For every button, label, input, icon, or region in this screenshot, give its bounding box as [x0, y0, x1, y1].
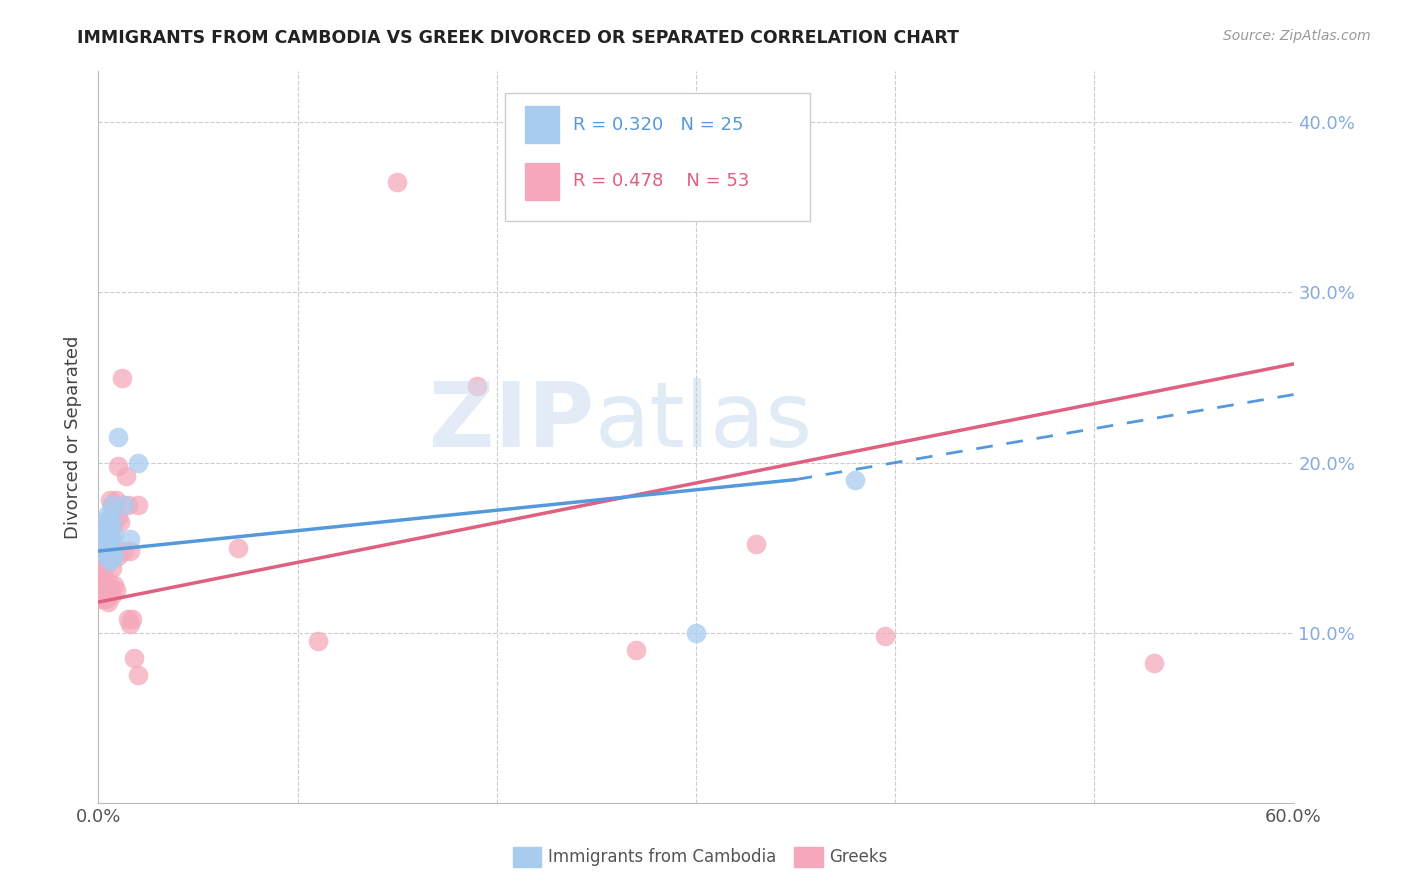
- Point: [93, 537, 115, 551]
- Point: [112, 544, 135, 558]
- Text: Source: ZipAtlas.com: Source: ZipAtlas.com: [1223, 29, 1371, 43]
- Point: [101, 544, 124, 558]
- Point: [97, 554, 120, 568]
- Point: [89, 532, 111, 546]
- Point: [107, 510, 129, 524]
- Point: [107, 458, 129, 473]
- Point: [103, 515, 125, 529]
- Point: [103, 578, 125, 592]
- Point: [101, 532, 124, 546]
- Point: [101, 515, 124, 529]
- Text: R = 0.320   N = 25: R = 0.320 N = 25: [572, 116, 744, 134]
- Point: [101, 588, 124, 602]
- Point: [120, 617, 142, 632]
- Bar: [524, 163, 558, 200]
- Point: [110, 515, 132, 529]
- Bar: [524, 106, 558, 143]
- Point: [96, 591, 118, 606]
- Point: [98, 493, 122, 508]
- Point: [91, 524, 114, 538]
- Point: [101, 498, 124, 512]
- Point: [107, 549, 129, 563]
- Point: [127, 498, 149, 512]
- Point: [101, 561, 124, 575]
- Point: [105, 583, 128, 598]
- Point: [844, 473, 866, 487]
- Point: [385, 175, 409, 189]
- Point: [96, 544, 118, 558]
- Point: [745, 537, 768, 551]
- Point: [89, 558, 111, 572]
- Point: [97, 595, 120, 609]
- Point: [98, 583, 122, 598]
- Point: [101, 498, 124, 512]
- Point: [97, 520, 120, 534]
- Point: [127, 456, 149, 470]
- Point: [685, 625, 707, 640]
- Point: [96, 549, 118, 563]
- Point: [101, 510, 124, 524]
- Point: [93, 561, 115, 575]
- Text: Immigrants from Cambodia: Immigrants from Cambodia: [548, 848, 776, 866]
- Point: [93, 549, 115, 563]
- Point: [875, 629, 897, 643]
- FancyBboxPatch shape: [505, 94, 810, 221]
- Point: [93, 515, 115, 529]
- Y-axis label: Divorced or Separated: Divorced or Separated: [65, 335, 83, 539]
- Point: [120, 544, 142, 558]
- Point: [97, 515, 120, 529]
- Point: [107, 430, 129, 444]
- Point: [97, 574, 120, 589]
- Point: [103, 549, 125, 563]
- Point: [105, 493, 128, 508]
- Point: [98, 532, 122, 546]
- Point: [91, 544, 114, 558]
- Point: [103, 544, 125, 558]
- Point: [91, 544, 114, 558]
- Point: [98, 510, 122, 524]
- Text: atlas: atlas: [595, 378, 813, 467]
- Point: [226, 541, 249, 555]
- Point: [117, 612, 139, 626]
- Point: [98, 554, 122, 568]
- Point: [127, 668, 149, 682]
- Point: [121, 612, 143, 626]
- Point: [115, 469, 138, 483]
- Point: [1143, 657, 1166, 671]
- Point: [626, 642, 648, 657]
- Point: [98, 527, 122, 541]
- Text: IMMIGRANTS FROM CAMBODIA VS GREEK DIVORCED OR SEPARATED CORRELATION CHART: IMMIGRANTS FROM CAMBODIA VS GREEK DIVORC…: [77, 29, 959, 46]
- Point: [96, 527, 118, 541]
- Point: [120, 532, 142, 546]
- Point: [112, 498, 135, 512]
- Point: [89, 591, 111, 606]
- Point: [124, 651, 146, 665]
- Point: [465, 379, 488, 393]
- Point: [93, 591, 115, 606]
- Point: [98, 544, 122, 558]
- Point: [96, 578, 118, 592]
- Point: [89, 574, 111, 589]
- Point: [97, 507, 120, 521]
- Text: ZIP: ZIP: [429, 378, 595, 467]
- Point: [96, 532, 118, 546]
- Point: [101, 549, 124, 563]
- Point: [91, 571, 114, 585]
- Point: [307, 634, 329, 648]
- Point: [103, 527, 125, 541]
- Text: R = 0.478    N = 53: R = 0.478 N = 53: [572, 172, 749, 190]
- Point: [117, 498, 139, 512]
- Point: [111, 370, 134, 384]
- Point: [97, 544, 120, 558]
- Text: Greeks: Greeks: [830, 848, 889, 866]
